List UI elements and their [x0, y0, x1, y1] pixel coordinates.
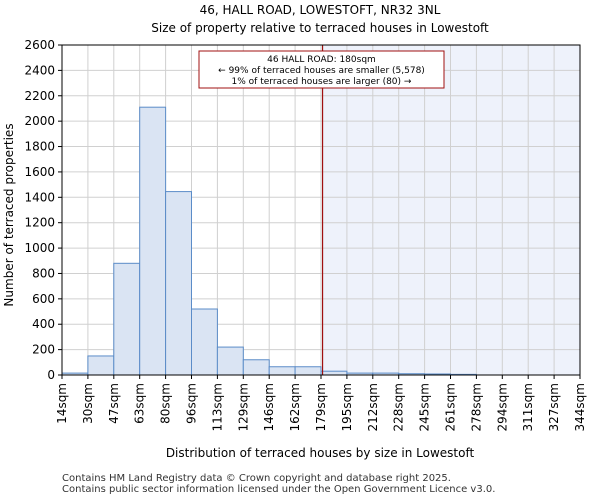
y-tick-label: 800 — [32, 266, 55, 280]
y-tick-label: 2200 — [24, 89, 55, 103]
larger-region-highlight — [322, 45, 580, 375]
annotation-line2: ← 99% of terraced houses are smaller (5,… — [218, 66, 425, 76]
y-axis-label: Number of terraced properties — [2, 123, 16, 306]
x-tick-label: 195sqm — [340, 383, 354, 431]
axis-layer — [58, 44, 581, 379]
chart-title-line1: 46, HALL ROAD, LOWESTOFT, NR32 3NL — [200, 3, 441, 17]
x-tick-label: 63sqm — [133, 383, 147, 424]
x-tick-label: 129sqm — [236, 383, 250, 431]
histogram-bar — [113, 262, 141, 376]
x-tick-label: 327sqm — [547, 383, 561, 431]
x-tick-label: 212sqm — [366, 383, 380, 431]
x-tick-label: 30sqm — [81, 383, 95, 424]
y-tick-label: 1600 — [24, 165, 55, 179]
x-tick-label: 294sqm — [495, 383, 509, 431]
x-tick-label: 228sqm — [392, 383, 406, 431]
y-tick-label: 1400 — [24, 190, 55, 204]
y-tick-label: 400 — [32, 317, 55, 331]
x-tick-labels: 14sqm 30sqm 47sqm 63sqm 80sqm 96sqm 113sqm 129s… — [55, 383, 587, 431]
y-tick-label: 2000 — [24, 114, 55, 128]
histogram-bar — [294, 366, 322, 376]
annotation-box — [198, 50, 445, 89]
annotation-line3: 1% of terraced houses are larger (80) → — [232, 77, 412, 87]
x-tick-label: 261sqm — [444, 383, 458, 431]
y-tick-label: 1200 — [24, 216, 55, 230]
histogram-bar — [87, 355, 115, 376]
y-tick-label: 0 — [47, 368, 55, 382]
histogram-bar — [268, 366, 296, 376]
x-tick-label: 311sqm — [521, 383, 535, 431]
chart-title-line2: Size of property relative to terraced ho… — [151, 21, 489, 35]
x-tick-label: 113sqm — [210, 383, 224, 431]
x-tick-label: 47sqm — [107, 383, 121, 424]
y-tick-label: 200 — [32, 343, 55, 357]
histogram-bar — [191, 308, 218, 376]
x-tick-label: 14sqm — [55, 383, 69, 424]
x-tick-label: 179sqm — [314, 383, 328, 431]
x-tick-label: 344sqm — [573, 383, 587, 431]
y-tick-label: 600 — [32, 292, 55, 306]
y-tick-label: 1000 — [24, 241, 55, 255]
footer-line2: Contains public sector information licen… — [62, 484, 496, 495]
y-tick-label: 2600 — [24, 38, 55, 52]
y-tick-label: 2400 — [24, 63, 55, 77]
y-tick-label: 1800 — [24, 140, 55, 154]
histogram-bar — [216, 346, 244, 376]
footer-line1: Contains HM Land Registry data © Crown c… — [62, 473, 451, 484]
histogram-bar — [242, 359, 270, 376]
x-tick-label: 96sqm — [185, 383, 199, 424]
histogram-bar — [165, 191, 193, 376]
x-tick-label: 80sqm — [159, 383, 173, 424]
annotation-line1: 46 HALL ROAD: 180sqm — [267, 55, 376, 65]
x-axis-label: Distribution of terraced houses by size … — [166, 446, 475, 460]
histogram-bar — [320, 370, 348, 376]
x-tick-label: 146sqm — [262, 383, 276, 431]
histogram-bar — [139, 106, 167, 376]
x-tick-label: 245sqm — [418, 383, 432, 431]
bar-layer — [61, 106, 477, 376]
y-tick-labels: 0 200 400 600 800 1000 1200 1400 1600 1800 2000 220… — [24, 38, 55, 382]
x-tick-label: 162sqm — [288, 383, 302, 431]
x-tick-label: 278sqm — [469, 383, 483, 431]
